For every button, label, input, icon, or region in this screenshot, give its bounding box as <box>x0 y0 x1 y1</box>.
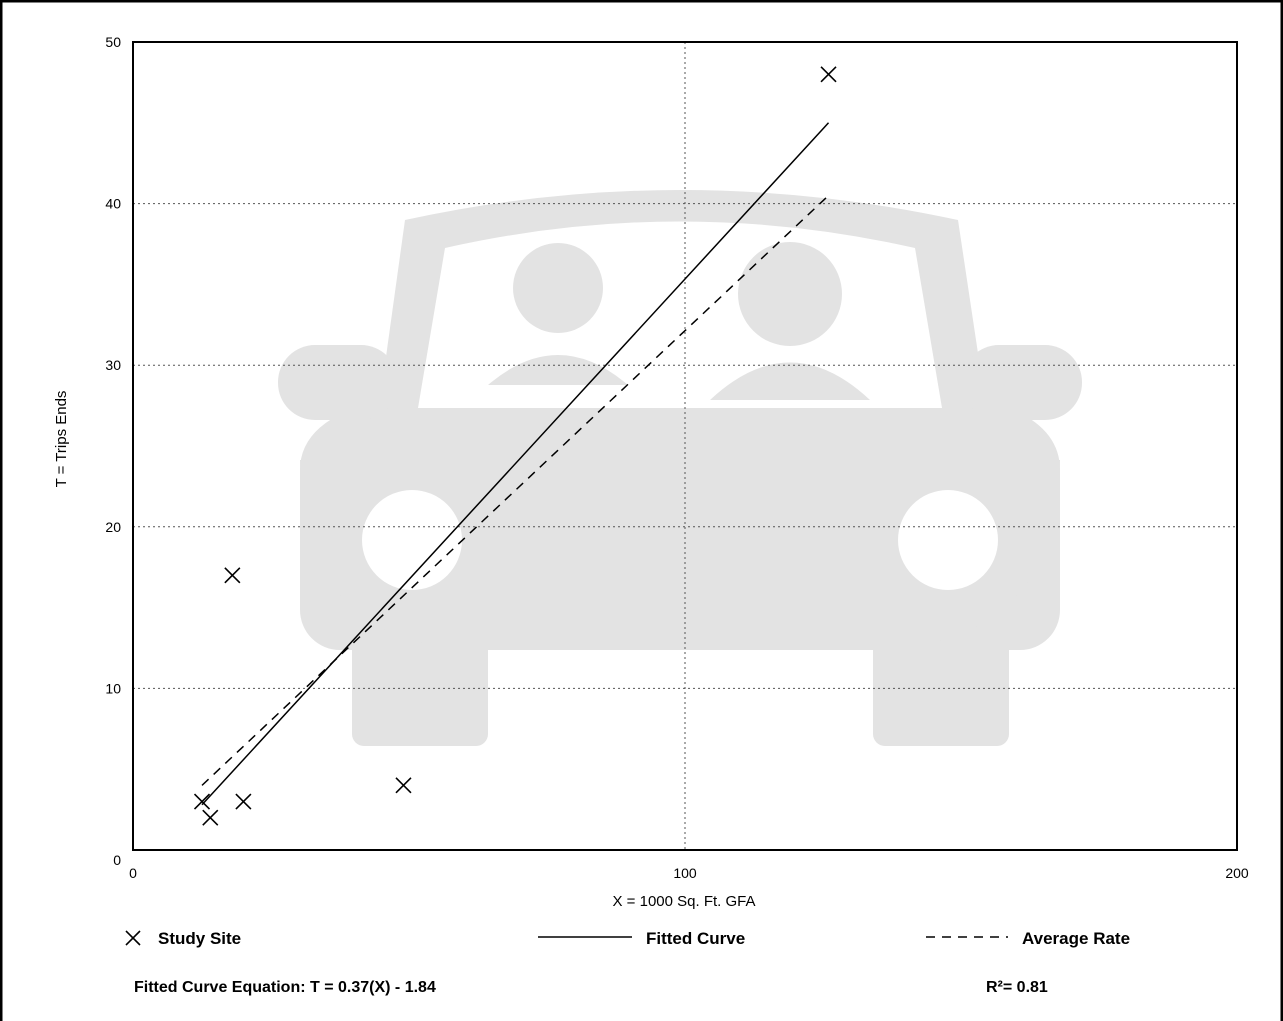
legend-fitted-curve-label: Fitted Curve <box>646 929 745 948</box>
study-site-point-stroke <box>224 567 241 584</box>
car-watermark-occupants <box>488 242 870 400</box>
y-tick-label: 30 <box>105 357 121 373</box>
r-squared-value: R²= 0.81 <box>986 979 1048 996</box>
study-site-point <box>235 793 252 810</box>
study-site-point-stroke <box>235 793 252 810</box>
x-axis-label: X = 1000 Sq. Ft. GFA <box>613 893 756 910</box>
y-tick-label: 40 <box>105 196 121 212</box>
study-site-point-stroke <box>202 809 219 826</box>
y-tick-label: 10 <box>105 680 121 696</box>
y-axis-label: T = Trips Ends <box>53 391 70 488</box>
study-site-point <box>202 809 219 826</box>
study-site-point-stroke <box>193 793 211 810</box>
study-site-point-stroke <box>820 66 837 83</box>
fitted-curve-equation: Fitted Curve Equation: T = 0.37(X) - 1.8… <box>134 979 436 996</box>
study-site-point-stroke <box>395 777 412 794</box>
grid-lines <box>133 42 1237 850</box>
legend-average-rate-label: Average Rate <box>1022 929 1130 948</box>
y-tick-label: 20 <box>105 519 121 535</box>
x-tick-label: 200 <box>1225 865 1249 881</box>
study-site-point <box>193 793 211 810</box>
study-site-point <box>224 567 241 584</box>
series-layer <box>193 66 837 826</box>
legend-study-site-marker <box>125 930 141 946</box>
y-tick-label: 0 <box>113 852 121 868</box>
plot-frame <box>132 41 1238 851</box>
x-tick-label: 100 <box>673 865 697 881</box>
fitted-curve-line <box>201 122 830 806</box>
plot-area-border <box>132 41 1238 851</box>
tick-labels: 0 10 20 30 40 50 0 100 200 <box>105 34 1248 881</box>
study-site-point <box>820 66 837 83</box>
y-tick-label: 50 <box>105 34 121 50</box>
x-tick-label: 0 <box>129 865 137 881</box>
legend: Study Site Fitted Curve Average Rate <box>125 929 1130 948</box>
study-site-point <box>395 777 412 794</box>
legend-study-site-label: Study Site <box>158 929 241 948</box>
